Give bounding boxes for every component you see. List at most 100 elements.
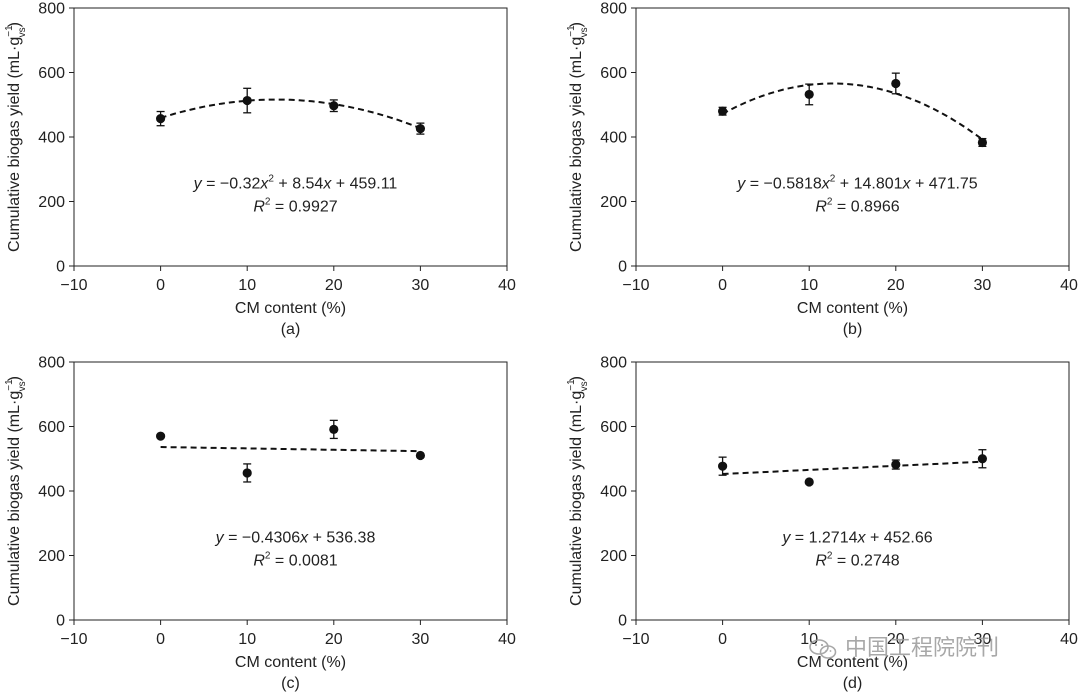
y-axis-label: Cumulative biogas yield (mL·g−1 vs) (566, 22, 590, 252)
equation-x: x (857, 530, 867, 547)
x-tick-label: 10 (800, 277, 818, 294)
r-squared-exponent: 2 (265, 551, 271, 562)
data-point (156, 431, 166, 441)
r-squared-exponent: 2 (265, 197, 271, 208)
y-tick-label: 200 (38, 194, 65, 211)
trendline (722, 460, 983, 475)
watermark-text: 中国工程院院刊 (845, 636, 1000, 661)
y-axis-label-main: Cumulative biogas yield (mL·g (568, 37, 585, 252)
data-point (804, 477, 814, 487)
equation-x: x (299, 530, 309, 547)
y-tick-label: 800 (600, 355, 627, 372)
y-axis-label-superscript: −1 (566, 379, 577, 391)
x-tick-label: 10 (238, 277, 256, 294)
r-squared: R2 = 0.8966 (815, 197, 899, 216)
y-axis-label-superscript: −1 (4, 25, 15, 37)
x-tick-label: 20 (325, 277, 343, 294)
y-axis-label-subscript: vs (579, 381, 590, 391)
equation-x: x (322, 176, 332, 193)
r-squared-symbol: R (815, 199, 827, 216)
y-tick-label: 400 (38, 484, 65, 501)
x-tick-label: 0 (156, 631, 165, 648)
equation-term: + 459.11 (331, 176, 397, 193)
y-tick-label: 600 (600, 65, 627, 82)
r-squared-value: = 0.0081 (270, 553, 337, 570)
equation-exponent: 2 (830, 174, 836, 185)
x-tick-label: 20 (887, 277, 905, 294)
y-axis-label-subscript: vs (17, 27, 28, 37)
y-tick-label: 400 (600, 484, 627, 501)
plot-frame (73, 7, 508, 267)
r-squared-symbol: R (815, 553, 827, 570)
data-point (415, 450, 425, 461)
equation-y: y (193, 176, 203, 193)
data-point (242, 468, 252, 478)
equation-term: + 8.54 (274, 176, 323, 193)
y-axis-label-close: ) (568, 376, 585, 381)
trendline (160, 98, 421, 130)
y-axis-label-main: Cumulative biogas yield (mL·g (6, 391, 23, 606)
y-axis-label-subscript: vs (17, 381, 28, 391)
fit-equation: y = −0.4306x + 536.38 (215, 530, 376, 547)
data-point (977, 454, 988, 464)
r-squared: R2 = 0.9927 (253, 197, 337, 216)
data-point (891, 459, 901, 470)
data-point (329, 424, 339, 435)
equation-term: = −0.4306 (224, 530, 301, 547)
y-tick-label: 800 (38, 355, 65, 372)
x-tick-label: 0 (718, 277, 727, 294)
data-point (242, 95, 252, 106)
panel-label: (c) (281, 675, 300, 692)
x-tick-label: 0 (156, 277, 165, 294)
x-tick-label: 10 (800, 631, 818, 648)
equation-exponent: 2 (268, 174, 274, 185)
y-tick-label: 800 (600, 1, 627, 18)
x-tick-label: 30 (412, 277, 430, 294)
equation-y: y (736, 176, 746, 193)
y-tick-label: 0 (618, 613, 627, 630)
x-tick-label: 30 (974, 277, 992, 294)
y-tick-label: 600 (38, 65, 65, 82)
data-point (718, 461, 728, 471)
data-point (415, 124, 425, 134)
y-tick-label: 600 (38, 419, 65, 436)
equation-x: x (902, 176, 912, 193)
y-tick-label: 0 (56, 259, 65, 276)
equation-term: + 14.801 (835, 176, 902, 193)
y-axis-label-main: Cumulative biogas yield (mL·g (568, 391, 585, 606)
y-tick-label: 600 (600, 419, 627, 436)
y-tick-label: 200 (600, 194, 627, 211)
y-axis-label: Cumulative biogas yield (mL·g−1 vs) (566, 376, 590, 606)
y-tick-label: 400 (600, 130, 627, 147)
y-tick-label: 400 (38, 130, 65, 147)
x-tick-label: −10 (622, 277, 649, 294)
x-tick-label: 0 (718, 631, 727, 648)
r-squared-value: = 0.9927 (270, 199, 337, 216)
x-tick-label: 20 (325, 631, 343, 648)
x-tick-label: 40 (498, 631, 516, 648)
equation-term: = 1.2714 (790, 530, 857, 547)
r-squared: R2 = 0.2748 (815, 551, 899, 570)
y-axis-label: Cumulative biogas yield (mL·g−1 vs) (4, 376, 28, 606)
r-squared-exponent: 2 (827, 551, 833, 562)
r-squared-exponent: 2 (827, 197, 833, 208)
equation-y: y (781, 530, 791, 547)
x-axis-label: CM content (%) (797, 300, 908, 317)
y-axis-label-superscript: −1 (566, 25, 577, 37)
x-tick-label: 30 (974, 631, 992, 648)
x-tick-label: −10 (622, 631, 649, 648)
panel-label: (b) (843, 321, 863, 338)
y-tick-label: 200 (600, 548, 627, 565)
data-point (891, 78, 901, 89)
x-tick-label: 40 (1060, 631, 1078, 648)
y-axis-label-close: ) (568, 22, 585, 27)
x-tick-label: −10 (60, 277, 87, 294)
watermark: 中国工程院院刊 (808, 630, 999, 662)
x-axis-label: CM content (%) (235, 654, 346, 671)
equation-x: x (821, 176, 831, 193)
fit-equation: y = −0.32x2 + 8.54x + 459.11 (193, 174, 398, 193)
y-axis-label-superscript: −1 (4, 379, 15, 391)
y-axis-label-close: ) (6, 376, 23, 381)
